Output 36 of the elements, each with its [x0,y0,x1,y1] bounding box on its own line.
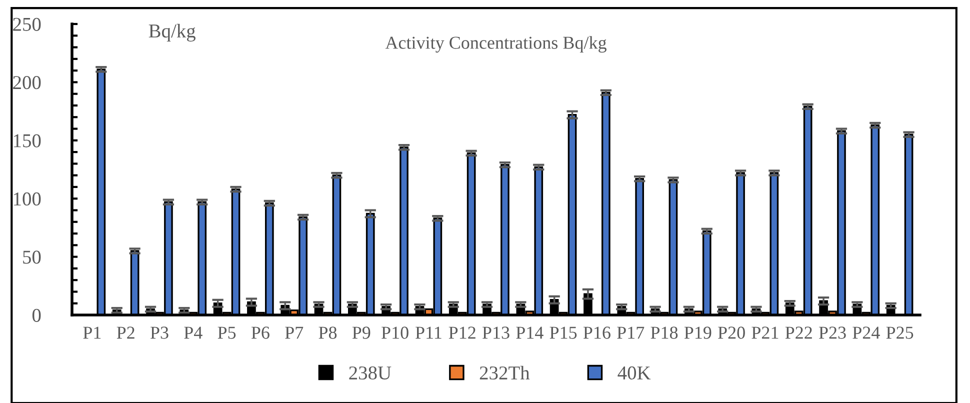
x-tick-label: P23 [818,326,846,339]
x-tick-label: P17 [617,326,644,339]
x-tick-label: P8 [318,326,337,339]
y-tick-label: 200 [13,76,41,90]
x-tick-label: P15 [550,326,577,339]
x-tick-label: P18 [650,326,678,339]
x-tick-label: P11 [416,326,442,339]
x-tick-label: P12 [448,326,476,339]
y-tick-label: 100 [14,192,41,206]
legend-label: 238U [349,366,392,380]
x-tick-label: P20 [718,326,745,339]
x-tick-label: P24 [852,326,880,339]
x-tick-label: P1 [83,326,101,339]
legend-label: 232Th [480,366,530,380]
annotation: Bq/kg [148,24,196,42]
x-tick-label: P3 [150,326,168,339]
x-tick-label: P16 [583,326,610,339]
x-tick-label: P2 [116,326,134,339]
x-tick-label: P19 [684,326,712,339]
x-tick-label: P10 [382,326,408,339]
y-tick-label: 50 [23,250,41,264]
text: Activity Concentrations Bq/kg [385,36,606,53]
x-tick-label: P6 [251,326,270,339]
x-tick-label: P22 [785,326,812,339]
y-tick-label: 0 [32,308,41,322]
x-tick-label: P21 [752,326,778,339]
y-tick-label: 150 [14,134,41,148]
x-tick-label: P13 [482,326,510,339]
x-tick-label: P25 [886,326,914,339]
x-tick-label: P14 [516,326,544,339]
y-tick-label: 250 [13,18,41,31]
x-tick-label: P7 [285,326,304,339]
x-tick-label: P4 [184,326,202,339]
x-tick-label: P9 [352,326,370,339]
x-tick-label: P5 [218,326,236,339]
legend-label: 40K [618,366,651,380]
